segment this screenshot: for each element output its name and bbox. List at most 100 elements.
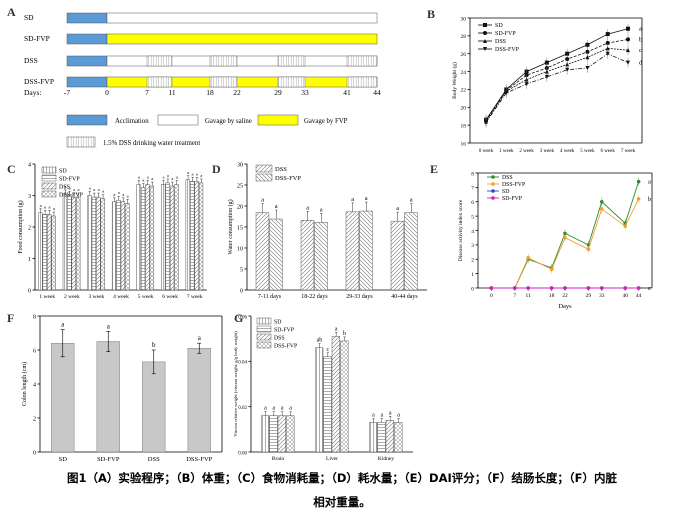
significance-letter: a bbox=[89, 186, 91, 191]
data-point bbox=[585, 49, 590, 54]
significance-letter: a bbox=[396, 205, 399, 212]
x-tick-label: 4 week bbox=[560, 149, 575, 154]
bar-sd-fvp bbox=[323, 356, 332, 453]
day-tick-label: 33 bbox=[301, 88, 309, 97]
significance-letter: a bbox=[163, 174, 165, 179]
bar-dss bbox=[96, 196, 101, 291]
bar-dss-fvp bbox=[174, 184, 179, 291]
bar-dss bbox=[300, 220, 315, 291]
x-tick-label: 5 week bbox=[580, 149, 595, 154]
x-tick-label: 3 week bbox=[89, 294, 105, 300]
bar-dss-fvp bbox=[269, 218, 283, 291]
y-tick-label: 0 bbox=[28, 288, 31, 294]
bar-sd bbox=[261, 415, 270, 453]
x-tick-label: 7-11 days bbox=[258, 294, 282, 300]
x-tick-label: 40 bbox=[622, 293, 628, 299]
bar-sd bbox=[51, 343, 75, 453]
y-tick-label: 2 bbox=[28, 225, 31, 231]
data-point bbox=[605, 46, 610, 51]
acclimation-segment bbox=[66, 33, 108, 45]
panel-f-colon-length-chart: F 0 2 4 6 8 Colon length (cm) a SD a SD-FVP b DSS a DS… bbox=[7, 311, 223, 463]
significance-letter: a bbox=[275, 203, 278, 210]
significance-letter: a bbox=[151, 176, 153, 181]
significance-letter: a bbox=[380, 413, 383, 419]
timeline-group-label: SD bbox=[24, 13, 34, 22]
day-tick-label: 29 bbox=[274, 88, 282, 97]
significance-letter: a bbox=[127, 193, 129, 198]
legend-swatch bbox=[256, 341, 272, 349]
data-point bbox=[504, 91, 509, 95]
bar-dss bbox=[145, 184, 150, 291]
legend-swatch bbox=[255, 173, 273, 182]
series-sd-fvp bbox=[489, 286, 641, 290]
x-tick-label: Kidney bbox=[378, 456, 394, 462]
legend-label: DSS bbox=[274, 336, 285, 342]
data-point bbox=[544, 69, 549, 74]
significance-letter: a bbox=[138, 174, 140, 179]
legend-swatch bbox=[41, 190, 57, 198]
significance-letter: a bbox=[261, 197, 264, 204]
y-tick-label: 8 bbox=[471, 171, 474, 177]
significance-letter: a bbox=[48, 204, 50, 209]
data-point bbox=[586, 286, 591, 290]
data-point bbox=[563, 235, 567, 240]
bar-sd bbox=[62, 193, 68, 291]
y-tick-label: 0.02 bbox=[238, 406, 247, 411]
legend-swatch bbox=[41, 182, 57, 190]
y-tick-label: 20 bbox=[461, 106, 467, 112]
legend-marker-circle bbox=[491, 182, 495, 186]
panel-label-e: E bbox=[430, 162, 438, 176]
significance-letter: b bbox=[343, 331, 346, 337]
x-tick-label: 33 bbox=[599, 293, 605, 299]
significance-letter: ab bbox=[317, 338, 323, 344]
legend-marker-triangle-up bbox=[483, 39, 487, 43]
significance-letter: a bbox=[289, 406, 292, 412]
bar-dss-fvp bbox=[286, 415, 295, 453]
timeline-group-label: DSS-FVP bbox=[24, 77, 54, 86]
data-point bbox=[549, 267, 554, 272]
y-tick-label: 0 bbox=[240, 288, 243, 294]
panel-d-water-consumption-chart: D 0 5 10 15 20 25 30 Water consumption (g) 7-11 d… bbox=[212, 162, 427, 300]
dss-treatment-cell bbox=[277, 55, 306, 67]
y-tick-label: 0.04 bbox=[238, 361, 247, 366]
panel-g-viscera-weight-chart: G 0.00 0.02 0.04 0.06 Viscera relative weight… bbox=[233, 311, 413, 462]
series-line bbox=[485, 28, 629, 121]
significance-letter: a bbox=[372, 413, 375, 419]
data-point bbox=[563, 231, 567, 236]
bar-dss bbox=[169, 185, 175, 291]
data-point bbox=[623, 224, 628, 228]
y-tick-label: 18 bbox=[461, 123, 467, 129]
legend-label: DSS bbox=[502, 175, 513, 181]
significance-letter: b bbox=[648, 196, 651, 203]
bar-sd-fvp bbox=[116, 200, 121, 291]
fvp-gavage-segment bbox=[106, 33, 378, 45]
bar-sd-fvp bbox=[96, 341, 120, 453]
series-dss-fvp: d bbox=[484, 48, 643, 128]
data-point bbox=[605, 51, 610, 56]
x-tick-label: 5 week bbox=[138, 294, 154, 300]
data-point bbox=[585, 42, 590, 47]
bar-sd bbox=[185, 179, 190, 291]
legend-swatch bbox=[41, 174, 57, 182]
y-tick-label: 1 bbox=[28, 257, 31, 263]
significance-letter: a bbox=[272, 406, 275, 412]
bar-dss-fvp bbox=[404, 212, 418, 291]
timeline-row-dss-fvp: DSS-FVP bbox=[24, 76, 378, 88]
y-tick-label: 2 bbox=[471, 258, 474, 264]
significance-letter: a bbox=[351, 196, 354, 203]
bar-dss bbox=[47, 214, 52, 291]
data-point bbox=[484, 120, 488, 125]
panel-e-dai-score-chart: E 0 1 2 3 4 5 6 7 8 Disease activity index score 0 7… bbox=[430, 162, 653, 310]
significance-letter: a bbox=[98, 187, 100, 192]
x-tick-label: SD bbox=[59, 456, 68, 463]
legend-label-saline: Gavage by saline bbox=[205, 118, 252, 125]
y-tick-label: 10 bbox=[237, 246, 243, 252]
legend-label: DSS-FVP bbox=[275, 175, 301, 182]
x-tick-label: 29-33 days bbox=[346, 294, 373, 300]
figure-caption-line-2: 相对重量。 bbox=[313, 495, 371, 509]
significance-letter: a bbox=[93, 187, 95, 192]
x-tick-label: 29 bbox=[586, 293, 592, 299]
legend-label-acclimation: Acclimation bbox=[115, 118, 149, 125]
y-tick-label: 0.06 bbox=[238, 315, 247, 320]
data-point bbox=[623, 286, 628, 290]
